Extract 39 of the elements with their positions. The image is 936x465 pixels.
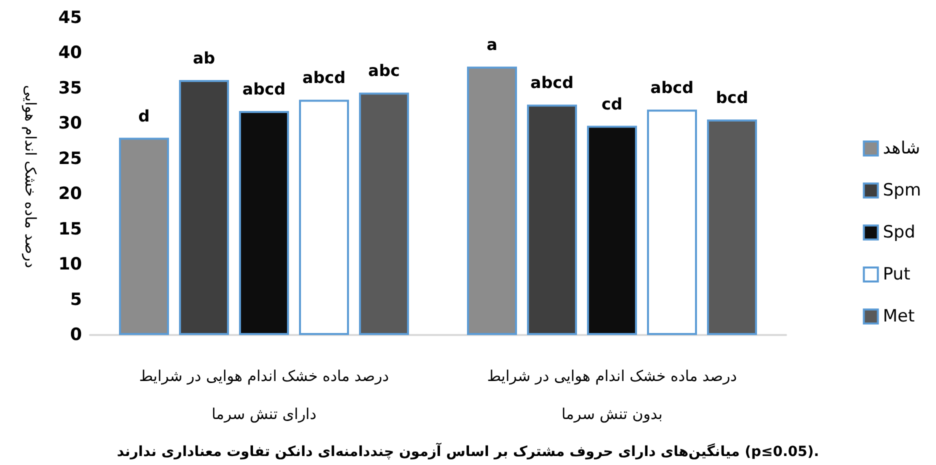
y-tick-label: 0 [70, 325, 82, 345]
bar [299, 100, 349, 335]
y-tick-label: 20 [58, 184, 82, 204]
data-label: d [138, 106, 150, 126]
data-label: abc [368, 61, 400, 80]
y-tick-label: 45 [58, 8, 82, 28]
y-tick-label: 40 [58, 43, 82, 64]
legend-label: شاهد [882, 138, 920, 158]
category-label: درصد ماده خشک اندام هوایی در شرایط بدون تنش سرما [487, 367, 737, 423]
bar [119, 138, 169, 335]
bar [179, 80, 229, 335]
y-tick-label: 35 [58, 78, 82, 98]
bar [647, 110, 697, 335]
data-label: abcd [242, 79, 286, 98]
y-axis-title: درصد ماده خشک اندام هوایی [22, 84, 40, 268]
legend-label: Met [882, 306, 915, 326]
y-tick-label: 15 [58, 219, 82, 240]
bar [527, 104, 577, 335]
bar [587, 126, 637, 335]
bar [359, 92, 409, 335]
data-label: bcd [716, 88, 748, 107]
data-label: abcd [302, 68, 346, 88]
data-label: abcd [650, 78, 694, 98]
text: میانگین‌های دارای حروف مشترک بر اساس آزمون چنددامنه‌ای دانکن تفاوت معناداری ندارند (p≤0.05). [116, 442, 820, 460]
data-label: a [486, 35, 498, 54]
bar [239, 110, 289, 335]
data-label: ab [192, 48, 216, 68]
data-label: abcd [530, 73, 574, 92]
data-label: cd [602, 94, 622, 114]
legend-label: Put [882, 264, 911, 284]
category-label: درصد ماده خشک اندام هوایی در شرایط دارای تنش سرما [139, 367, 389, 423]
legend-label: Spm [882, 180, 922, 200]
legend-label: Spd [882, 222, 916, 242]
y-tick-label: 25 [58, 148, 82, 169]
bar [707, 119, 757, 335]
bar [467, 66, 517, 335]
y-tick-label: 5 [70, 290, 82, 310]
y-tick-label: 30 [58, 114, 82, 134]
y-tick-label: 10 [58, 254, 82, 275]
